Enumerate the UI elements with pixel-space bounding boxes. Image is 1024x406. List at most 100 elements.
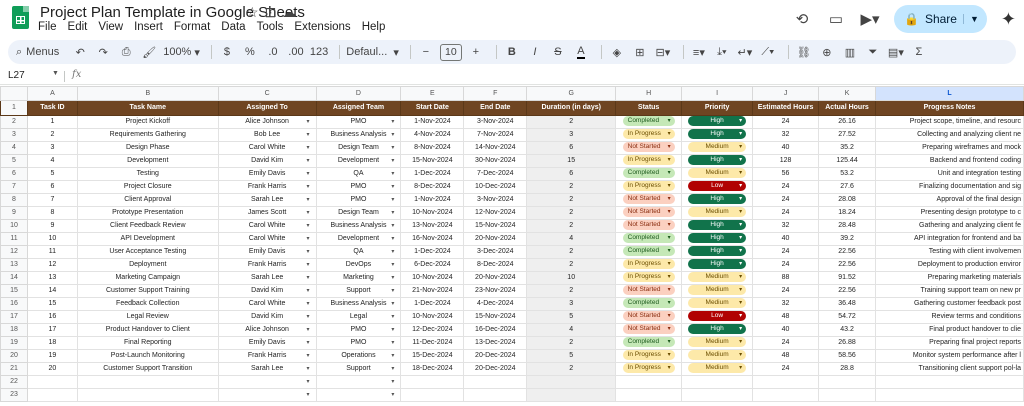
table-cell[interactable]: 14-Nov-2024 bbox=[463, 141, 528, 155]
empty-cell[interactable] bbox=[818, 388, 877, 402]
chevron-down-icon[interactable]: ▾ bbox=[391, 379, 395, 385]
table-cell[interactable]: 13-Nov-2024 bbox=[400, 219, 465, 233]
header-cell[interactable]: End Date bbox=[463, 100, 528, 116]
font-size-input[interactable]: 10 bbox=[439, 43, 462, 61]
status-cell[interactable]: Completed bbox=[615, 232, 683, 246]
row-number[interactable]: 13 bbox=[0, 258, 28, 272]
dropdown-cell[interactable]: Sarah Lee ▾ bbox=[217, 271, 317, 285]
filter-icon[interactable]: ⏷ bbox=[868, 45, 878, 58]
table-cell[interactable]: Transitioning client support pol-la bbox=[875, 362, 1024, 376]
table-cell[interactable]: 5 bbox=[526, 310, 617, 324]
table-cell[interactable]: 24 bbox=[752, 336, 820, 350]
text-rotation-icon[interactable]: ⟋▾ bbox=[761, 45, 775, 58]
table-cell[interactable]: 16 bbox=[26, 310, 78, 324]
status-cell[interactable]: In Progress bbox=[615, 180, 683, 194]
chevron-down-icon[interactable]: ▾ bbox=[391, 236, 395, 242]
chevron-down-icon[interactable]: ▾ bbox=[391, 327, 395, 333]
table-cell[interactable]: 10-Nov-2024 bbox=[400, 206, 465, 220]
empty-cell[interactable] bbox=[526, 375, 617, 389]
table-cell[interactable]: 22.56 bbox=[818, 245, 877, 259]
dropdown-cell[interactable]: Carol White ▾ bbox=[217, 219, 317, 233]
table-cell[interactable]: 12 bbox=[26, 258, 78, 272]
empty-cell[interactable] bbox=[400, 375, 465, 389]
strikethrough-button[interactable]: S bbox=[549, 42, 567, 62]
table-cell[interactable]: Development bbox=[76, 154, 219, 168]
menu-edit[interactable]: Edit bbox=[67, 21, 88, 33]
chevron-down-icon[interactable]: ▾ bbox=[306, 366, 310, 372]
table-cell[interactable]: 24 bbox=[752, 180, 820, 194]
priority-cell[interactable]: High bbox=[681, 245, 754, 259]
table-cell[interactable]: 1-Nov-2024 bbox=[400, 115, 465, 129]
table-cell[interactable]: 8-Nov-2024 bbox=[400, 141, 465, 155]
table-cell[interactable]: 2 bbox=[526, 258, 617, 272]
status-chip[interactable]: Completed bbox=[622, 168, 675, 179]
spreadsheet-grid[interactable]: A B C D E F G H I J K L 1 Task ID Task Name Assigned To… bbox=[0, 86, 1024, 402]
table-cell[interactable]: Presenting design prototype to c bbox=[875, 206, 1024, 220]
priority-cell[interactable]: Low bbox=[681, 310, 754, 324]
font-size-decrease-button[interactable]: − bbox=[422, 46, 430, 58]
column-header-b[interactable]: B bbox=[76, 86, 219, 101]
status-cell[interactable]: Not Started bbox=[615, 310, 683, 324]
star-icon[interactable]: ☆ bbox=[246, 4, 259, 20]
status-cell[interactable]: Not Started bbox=[615, 141, 683, 155]
table-cell[interactable]: 11 bbox=[26, 245, 78, 259]
table-cell[interactable]: 10-Nov-2024 bbox=[400, 271, 465, 285]
table-cell[interactable]: 3-Nov-2024 bbox=[463, 193, 528, 207]
empty-cell[interactable]: ▾ bbox=[315, 375, 402, 389]
table-cell[interactable]: Deployment bbox=[76, 258, 219, 272]
menu-view[interactable]: View bbox=[98, 21, 124, 33]
redo-icon[interactable]: ↷ bbox=[98, 46, 108, 59]
bold-button[interactable]: B bbox=[503, 42, 521, 62]
table-cell[interactable]: 11-Dec-2024 bbox=[400, 336, 465, 350]
table-cell[interactable]: 20-Nov-2024 bbox=[463, 232, 528, 246]
header-cell[interactable]: Progress Notes bbox=[875, 100, 1024, 116]
priority-cell[interactable]: High bbox=[681, 128, 754, 142]
table-cell[interactable]: Project Closure bbox=[76, 180, 219, 194]
chevron-down-icon[interactable]: ▾ bbox=[306, 132, 310, 138]
table-cell[interactable]: 2 bbox=[526, 362, 617, 376]
status-cell[interactable]: In Progress bbox=[615, 128, 683, 142]
chevron-down-icon[interactable]: ▾ bbox=[306, 236, 310, 242]
header-cell[interactable]: Status bbox=[615, 100, 683, 116]
table-cell[interactable]: API Development bbox=[76, 232, 219, 246]
table-cell[interactable]: 15-Nov-2024 bbox=[400, 154, 465, 168]
chevron-down-icon[interactable]: ▾ bbox=[391, 184, 395, 190]
status-chip[interactable]: In Progress bbox=[622, 259, 675, 270]
table-cell[interactable]: 6 bbox=[526, 141, 617, 155]
table-cell[interactable]: 48 bbox=[752, 310, 820, 324]
table-cell[interactable]: 2 bbox=[526, 245, 617, 259]
table-cell[interactable]: 22.56 bbox=[818, 258, 877, 272]
table-cell[interactable]: Marketing Campaign bbox=[76, 271, 219, 285]
row-number[interactable]: 14 bbox=[0, 271, 28, 285]
empty-cell[interactable] bbox=[76, 388, 219, 402]
table-cell[interactable]: Backend and frontend coding bbox=[875, 154, 1024, 168]
empty-cell[interactable] bbox=[526, 388, 617, 402]
priority-chip[interactable]: Medium bbox=[688, 207, 747, 218]
table-cell[interactable]: 56 bbox=[752, 167, 820, 181]
table-cell[interactable]: 2 bbox=[526, 206, 617, 220]
table-cell[interactable]: 10-Nov-2024 bbox=[400, 310, 465, 324]
chevron-down-icon[interactable]: ▾ bbox=[391, 158, 395, 164]
status-chip[interactable]: Not Started bbox=[622, 220, 675, 231]
table-cell[interactable]: 32 bbox=[752, 219, 820, 233]
table-cell[interactable]: 53.2 bbox=[818, 167, 877, 181]
priority-cell[interactable]: Medium bbox=[681, 206, 754, 220]
chevron-down-icon[interactable]: ▾ bbox=[306, 392, 310, 398]
priority-chip[interactable]: High bbox=[688, 129, 747, 140]
table-cell[interactable]: 1-Dec-2024 bbox=[400, 245, 465, 259]
dropdown-cell[interactable]: Operations ▾ bbox=[315, 349, 402, 363]
table-cell[interactable]: Customer Support Transition bbox=[76, 362, 219, 376]
table-cell[interactable]: 20-Dec-2024 bbox=[463, 362, 528, 376]
priority-chip[interactable]: High bbox=[688, 220, 747, 231]
table-cell[interactable]: 9 bbox=[26, 219, 78, 233]
table-cell[interactable]: 12-Dec-2024 bbox=[400, 323, 465, 337]
dropdown-cell[interactable]: David Kim ▾ bbox=[217, 310, 317, 324]
table-cell[interactable]: 24 bbox=[752, 115, 820, 129]
status-cell[interactable]: Completed bbox=[615, 115, 683, 129]
priority-chip[interactable]: Medium bbox=[688, 363, 747, 374]
chevron-down-icon[interactable]: ▾ bbox=[391, 314, 395, 320]
table-cell[interactable]: 24 bbox=[752, 193, 820, 207]
column-header-f[interactable]: F bbox=[463, 86, 528, 101]
table-cell[interactable]: 20-Nov-2024 bbox=[463, 271, 528, 285]
status-chip[interactable]: Not Started bbox=[622, 311, 675, 322]
